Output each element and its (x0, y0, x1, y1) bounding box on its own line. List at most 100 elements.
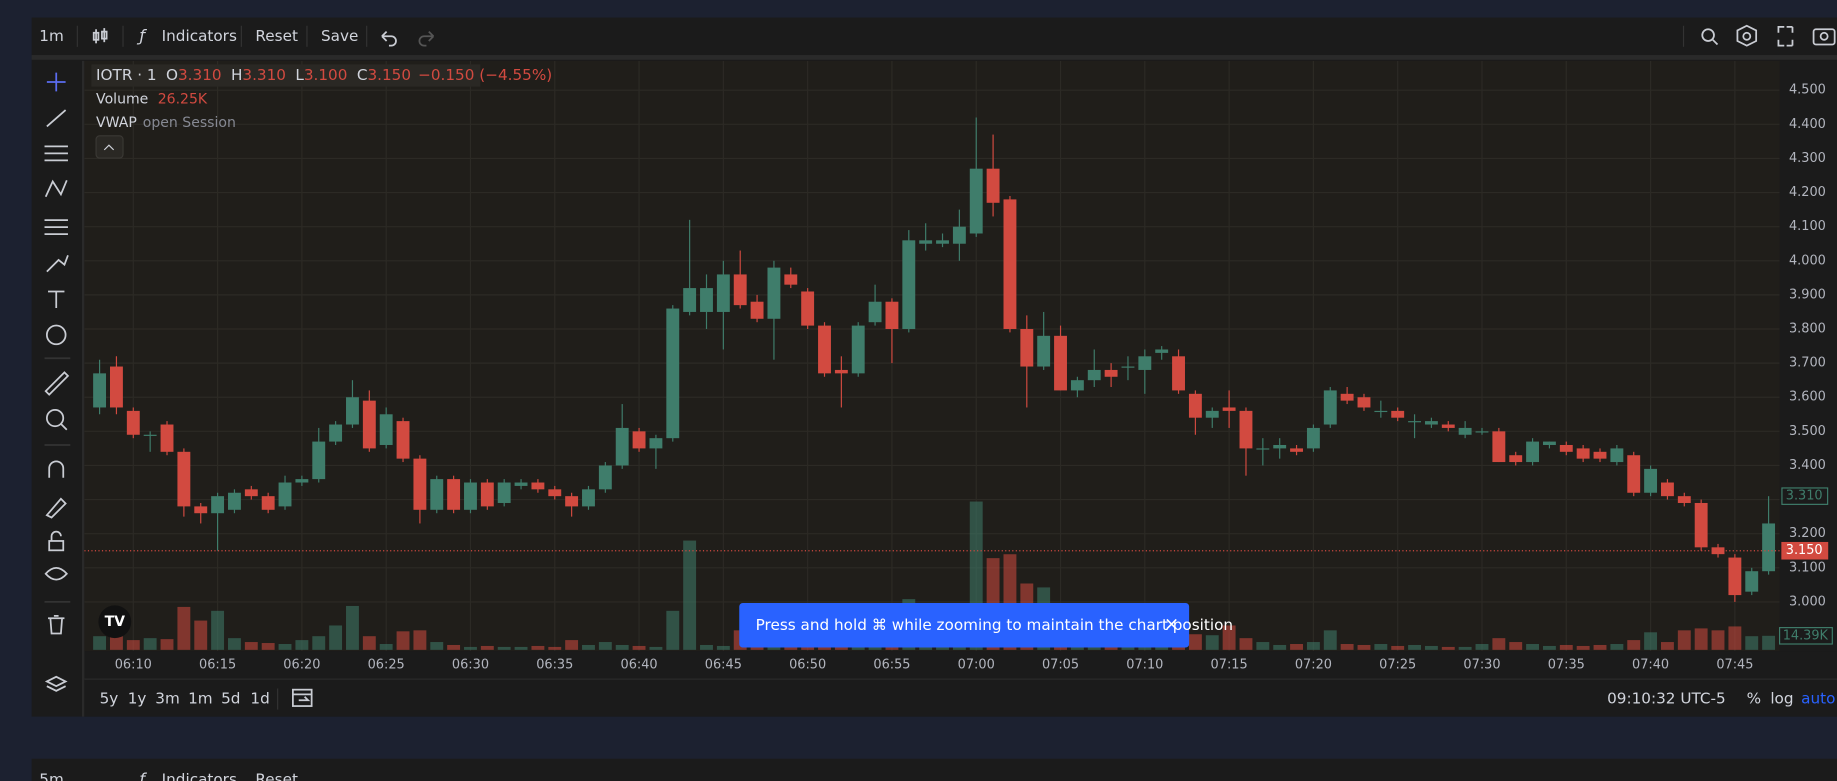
x-tick-label: 07:20 (1295, 658, 1332, 673)
y-tick-label: 3.500 (1789, 424, 1826, 439)
volume-bar (1374, 644, 1388, 650)
candle-body (261, 496, 275, 510)
fx-icon[interactable]: ƒ (136, 26, 147, 45)
auto-toggle[interactable]: auto (1801, 690, 1835, 708)
volume-bar (1222, 625, 1236, 650)
fx-icon[interactable]: ƒ (136, 769, 147, 781)
percent-toggle[interactable]: % (1747, 690, 1761, 708)
volume-bar (1441, 646, 1455, 650)
toast-close[interactable] (1166, 618, 1177, 630)
volume-bar (1492, 638, 1506, 650)
range-button[interactable]: 3m (155, 690, 180, 708)
reset-button[interactable]: Reset (255, 770, 298, 781)
redo-button[interactable] (418, 30, 435, 47)
hide-tool[interactable] (44, 567, 68, 581)
collapse-legend[interactable] (95, 135, 124, 159)
range-button[interactable]: 5y (100, 690, 119, 708)
interval-button[interactable]: 1m (39, 27, 64, 45)
volume-bar (1323, 630, 1337, 650)
vwap-label: VWAP (96, 115, 137, 131)
candle-body (1222, 407, 1236, 411)
interval-button[interactable]: 5m (39, 770, 64, 781)
fullscreen-button[interactable] (1777, 26, 1794, 47)
lock-tool[interactable] (48, 530, 65, 552)
chart-type-icon[interactable] (92, 28, 108, 44)
range-button[interactable]: 1y (128, 690, 147, 708)
candle-body (1408, 421, 1422, 423)
volume-bar (497, 646, 511, 650)
candle-body (1290, 448, 1303, 452)
candle-body (430, 479, 444, 510)
crosshair-tool[interactable] (46, 72, 66, 92)
volume-bar (329, 625, 343, 650)
candle-body (548, 489, 562, 497)
x-tick-label: 06:25 (368, 658, 405, 673)
symbol: IOTR · 1 (96, 65, 157, 83)
brush-tool[interactable] (46, 254, 69, 273)
stay-drawing-tool[interactable] (45, 497, 67, 519)
quick-search[interactable] (1701, 28, 1719, 46)
trend-line-tool[interactable] (46, 109, 67, 128)
delete-tool[interactable] (48, 615, 65, 635)
volume-bar (1711, 630, 1725, 650)
fib-tool[interactable] (44, 145, 68, 162)
candle-body (818, 325, 831, 374)
goto-date[interactable] (292, 688, 313, 707)
range-button[interactable]: 5d (221, 690, 240, 708)
candle-body (1475, 431, 1489, 433)
candle-body (1627, 455, 1641, 493)
candle-body (329, 424, 343, 442)
object-tree[interactable] (44, 675, 68, 692)
log-toggle[interactable]: log (1770, 690, 1793, 708)
magnet-tool[interactable] (48, 460, 65, 478)
text-tool[interactable] (48, 290, 65, 308)
candle-body (716, 274, 730, 312)
settings-button[interactable] (1736, 24, 1758, 47)
pattern-tool[interactable] (44, 179, 68, 198)
ohlc-key: C (357, 65, 368, 83)
candle-body (447, 479, 461, 510)
reset-button[interactable]: Reset (255, 27, 298, 45)
undo-button[interactable] (381, 30, 397, 47)
candle-body (1559, 444, 1573, 452)
y-tick-label: 4.200 (1789, 185, 1826, 200)
save-button[interactable]: Save (321, 27, 358, 45)
candle-body (834, 369, 848, 374)
range-button[interactable]: 1d (250, 690, 269, 708)
volume-bar (464, 646, 477, 650)
vwap-params: open Session (143, 115, 236, 131)
volume-bar (346, 605, 359, 650)
y-tick-label: 3.100 (1789, 560, 1826, 575)
candle-body (1644, 468, 1658, 493)
toast: Press and hold ⌘ while zooming to mainta… (739, 603, 1233, 648)
volume-bar (1526, 644, 1540, 650)
indicators-button[interactable]: Indicators (162, 27, 237, 45)
screenshot-button[interactable] (1812, 28, 1836, 46)
candle-body (497, 482, 511, 503)
volume-bar (93, 636, 107, 650)
forecast-tool[interactable] (44, 219, 68, 236)
emoji-tool[interactable] (45, 324, 67, 346)
candle-body (1526, 441, 1540, 463)
candle-body (868, 301, 882, 323)
volume-bar (1239, 638, 1253, 650)
candle-body (1020, 329, 1034, 367)
candle-body (750, 301, 764, 319)
candle-body (1155, 349, 1169, 353)
volume-bar (109, 636, 123, 650)
candle-body (1256, 448, 1270, 450)
y-tick-label: 4.300 (1789, 151, 1826, 166)
range-button[interactable]: 1m (188, 690, 213, 708)
ohlc-value: 3.310 (178, 65, 222, 83)
volume-bar (1677, 630, 1691, 650)
zoom-tool[interactable] (45, 408, 68, 431)
candle-body (632, 431, 646, 449)
ruler-tool[interactable] (44, 371, 70, 396)
candle-body (413, 458, 427, 510)
indicators-button[interactable]: Indicators (162, 770, 237, 781)
volume-bar (666, 610, 680, 650)
candle-body (1374, 410, 1388, 413)
volume-bar (1290, 644, 1303, 650)
volume-bar (211, 610, 225, 650)
volume-bar (582, 644, 595, 650)
